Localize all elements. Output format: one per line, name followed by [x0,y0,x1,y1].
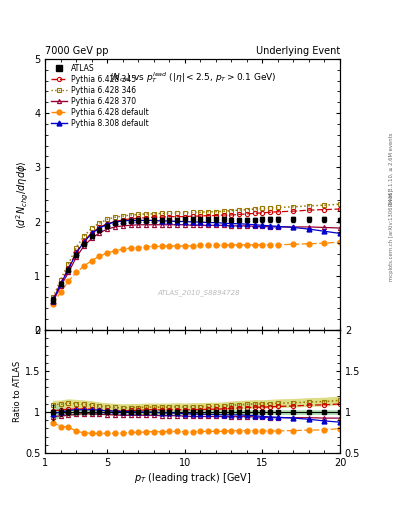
Text: ATLAS_2010_S8894728: ATLAS_2010_S8894728 [157,290,240,296]
Text: 7000 GeV pp: 7000 GeV pp [45,46,109,56]
Legend: ATLAS, Pythia 6.428 345, Pythia 6.428 346, Pythia 6.428 370, Pythia 6.428 defaul: ATLAS, Pythia 6.428 345, Pythia 6.428 34… [49,62,151,130]
Text: Rivet 3.1.10, ≥ 2.6M events: Rivet 3.1.10, ≥ 2.6M events [389,132,393,205]
Text: $\langle N_{ch}\rangle$ vs $p_T^{lead}$ ($|\eta|<2.5$, $p_T>0.1$ GeV): $\langle N_{ch}\rangle$ vs $p_T^{lead}$ … [109,70,276,84]
Y-axis label: $\langle d^2 N_{chg}/d\eta d\phi \rangle$: $\langle d^2 N_{chg}/d\eta d\phi \rangle… [15,160,31,229]
Text: Underlying Event: Underlying Event [256,46,340,56]
X-axis label: $p_T$ (leading track) [GeV]: $p_T$ (leading track) [GeV] [134,471,251,485]
Text: mcplots.cern.ch [arXiv:1306.3436]: mcplots.cern.ch [arXiv:1306.3436] [389,189,393,281]
Y-axis label: Ratio to ATLAS: Ratio to ATLAS [13,361,22,422]
